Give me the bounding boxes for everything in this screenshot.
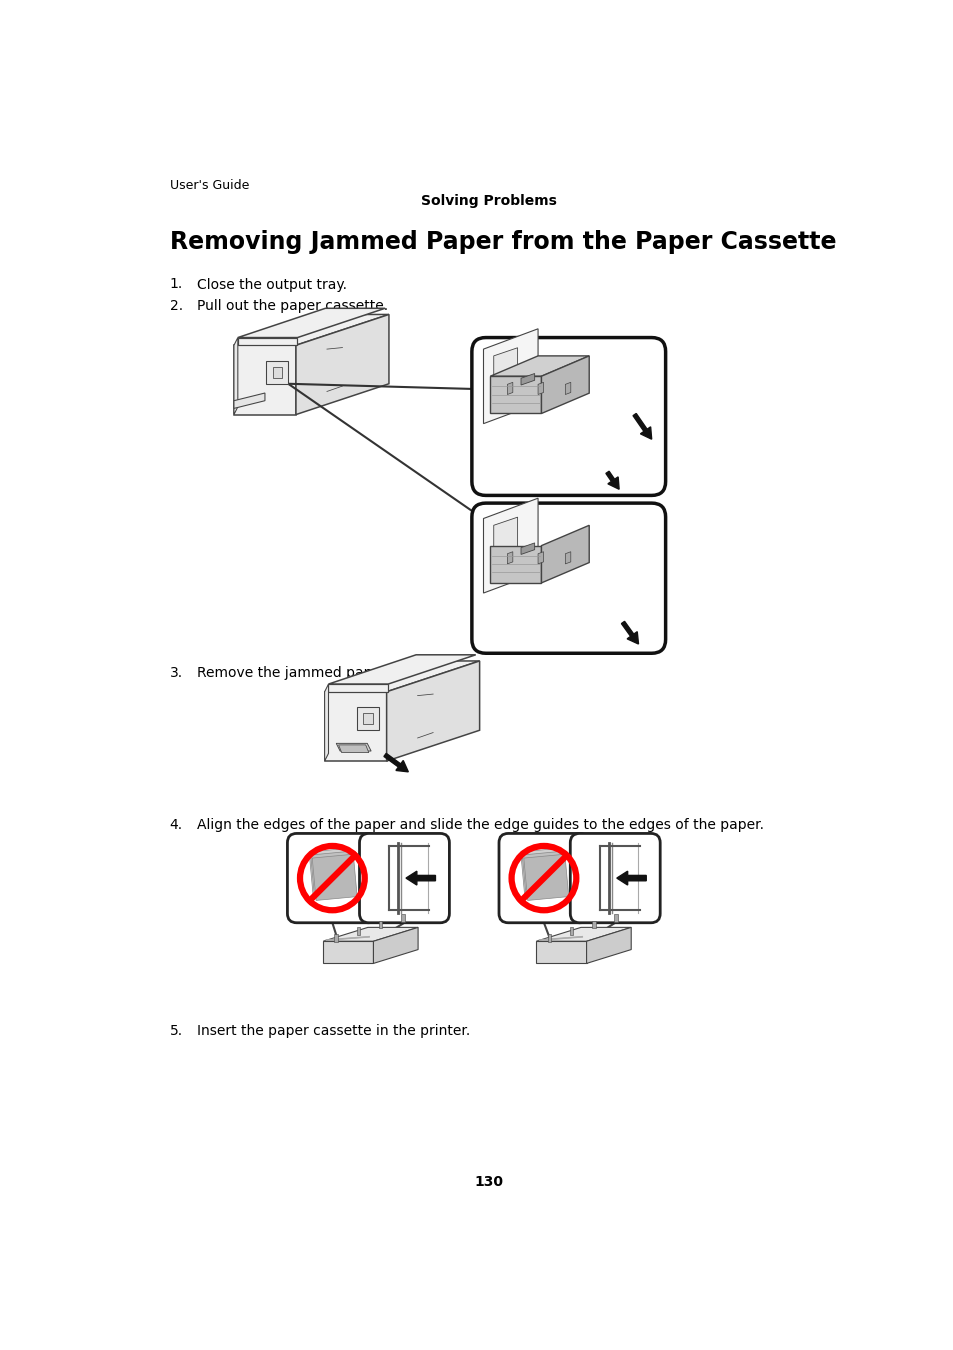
FancyArrow shape — [633, 413, 651, 439]
Polygon shape — [386, 662, 479, 761]
Bar — [378, 921, 382, 929]
Text: 4.: 4. — [170, 818, 183, 832]
Polygon shape — [324, 684, 328, 761]
Polygon shape — [233, 393, 265, 409]
Polygon shape — [266, 360, 288, 383]
Polygon shape — [328, 655, 476, 684]
FancyArrow shape — [617, 871, 645, 886]
FancyBboxPatch shape — [570, 833, 659, 923]
FancyBboxPatch shape — [472, 338, 665, 495]
Bar — [356, 927, 359, 936]
Polygon shape — [309, 848, 354, 894]
Polygon shape — [537, 552, 543, 564]
Text: User's Guide: User's Guide — [170, 180, 249, 192]
Text: Align the edges of the paper and slide the edge guides to the edges of the paper: Align the edges of the paper and slide t… — [196, 818, 763, 832]
FancyArrow shape — [406, 871, 435, 886]
FancyArrow shape — [620, 621, 638, 644]
FancyBboxPatch shape — [472, 504, 665, 653]
Bar — [335, 934, 337, 942]
FancyArrow shape — [605, 471, 618, 489]
Polygon shape — [507, 552, 513, 564]
Text: Remove the jammed paper.: Remove the jammed paper. — [196, 667, 389, 680]
Polygon shape — [237, 308, 385, 338]
Polygon shape — [541, 356, 589, 413]
Polygon shape — [494, 348, 517, 387]
Polygon shape — [311, 850, 355, 898]
Polygon shape — [494, 517, 517, 558]
Polygon shape — [335, 744, 371, 751]
Bar — [614, 914, 618, 922]
Text: 1.: 1. — [170, 278, 183, 292]
Polygon shape — [483, 329, 537, 424]
Polygon shape — [520, 848, 565, 894]
Bar — [401, 914, 404, 922]
Polygon shape — [363, 713, 373, 724]
Polygon shape — [323, 927, 417, 941]
Polygon shape — [507, 382, 513, 394]
Text: Pull out the paper cassette.: Pull out the paper cassette. — [196, 300, 388, 313]
Polygon shape — [536, 941, 586, 964]
Polygon shape — [328, 684, 388, 691]
Text: 5.: 5. — [170, 1025, 183, 1038]
Polygon shape — [373, 927, 417, 964]
Polygon shape — [273, 367, 282, 378]
Text: 2.: 2. — [170, 300, 183, 313]
FancyBboxPatch shape — [287, 833, 377, 923]
Polygon shape — [338, 745, 369, 752]
Polygon shape — [324, 662, 479, 691]
Polygon shape — [537, 382, 543, 394]
Polygon shape — [295, 315, 389, 414]
Polygon shape — [523, 855, 568, 900]
Polygon shape — [490, 545, 541, 583]
Bar — [592, 921, 595, 929]
Polygon shape — [490, 377, 541, 413]
Text: Removing Jammed Paper from the Paper Cassette: Removing Jammed Paper from the Paper Cas… — [170, 230, 835, 254]
Text: 3.: 3. — [170, 667, 183, 680]
FancyArrow shape — [383, 753, 408, 772]
Polygon shape — [483, 498, 537, 593]
Polygon shape — [520, 543, 534, 555]
Text: Solving Problems: Solving Problems — [420, 194, 557, 208]
Text: 130: 130 — [474, 1174, 503, 1188]
Polygon shape — [323, 941, 373, 964]
Polygon shape — [520, 374, 534, 385]
Polygon shape — [312, 855, 356, 900]
Bar — [547, 934, 550, 942]
Polygon shape — [565, 382, 570, 394]
Polygon shape — [541, 525, 589, 583]
FancyBboxPatch shape — [359, 833, 449, 923]
Text: Close the output tray.: Close the output tray. — [196, 278, 346, 292]
Polygon shape — [324, 691, 386, 761]
FancyBboxPatch shape — [498, 833, 588, 923]
Polygon shape — [233, 346, 295, 414]
Polygon shape — [565, 552, 570, 564]
Polygon shape — [356, 707, 378, 730]
Polygon shape — [233, 315, 389, 346]
Polygon shape — [586, 927, 631, 964]
Polygon shape — [233, 338, 237, 414]
Bar — [569, 927, 573, 936]
Polygon shape — [490, 356, 589, 377]
Polygon shape — [536, 927, 631, 941]
Text: Insert the paper cassette in the printer.: Insert the paper cassette in the printer… — [196, 1025, 470, 1038]
Polygon shape — [237, 338, 297, 346]
Polygon shape — [521, 850, 567, 898]
